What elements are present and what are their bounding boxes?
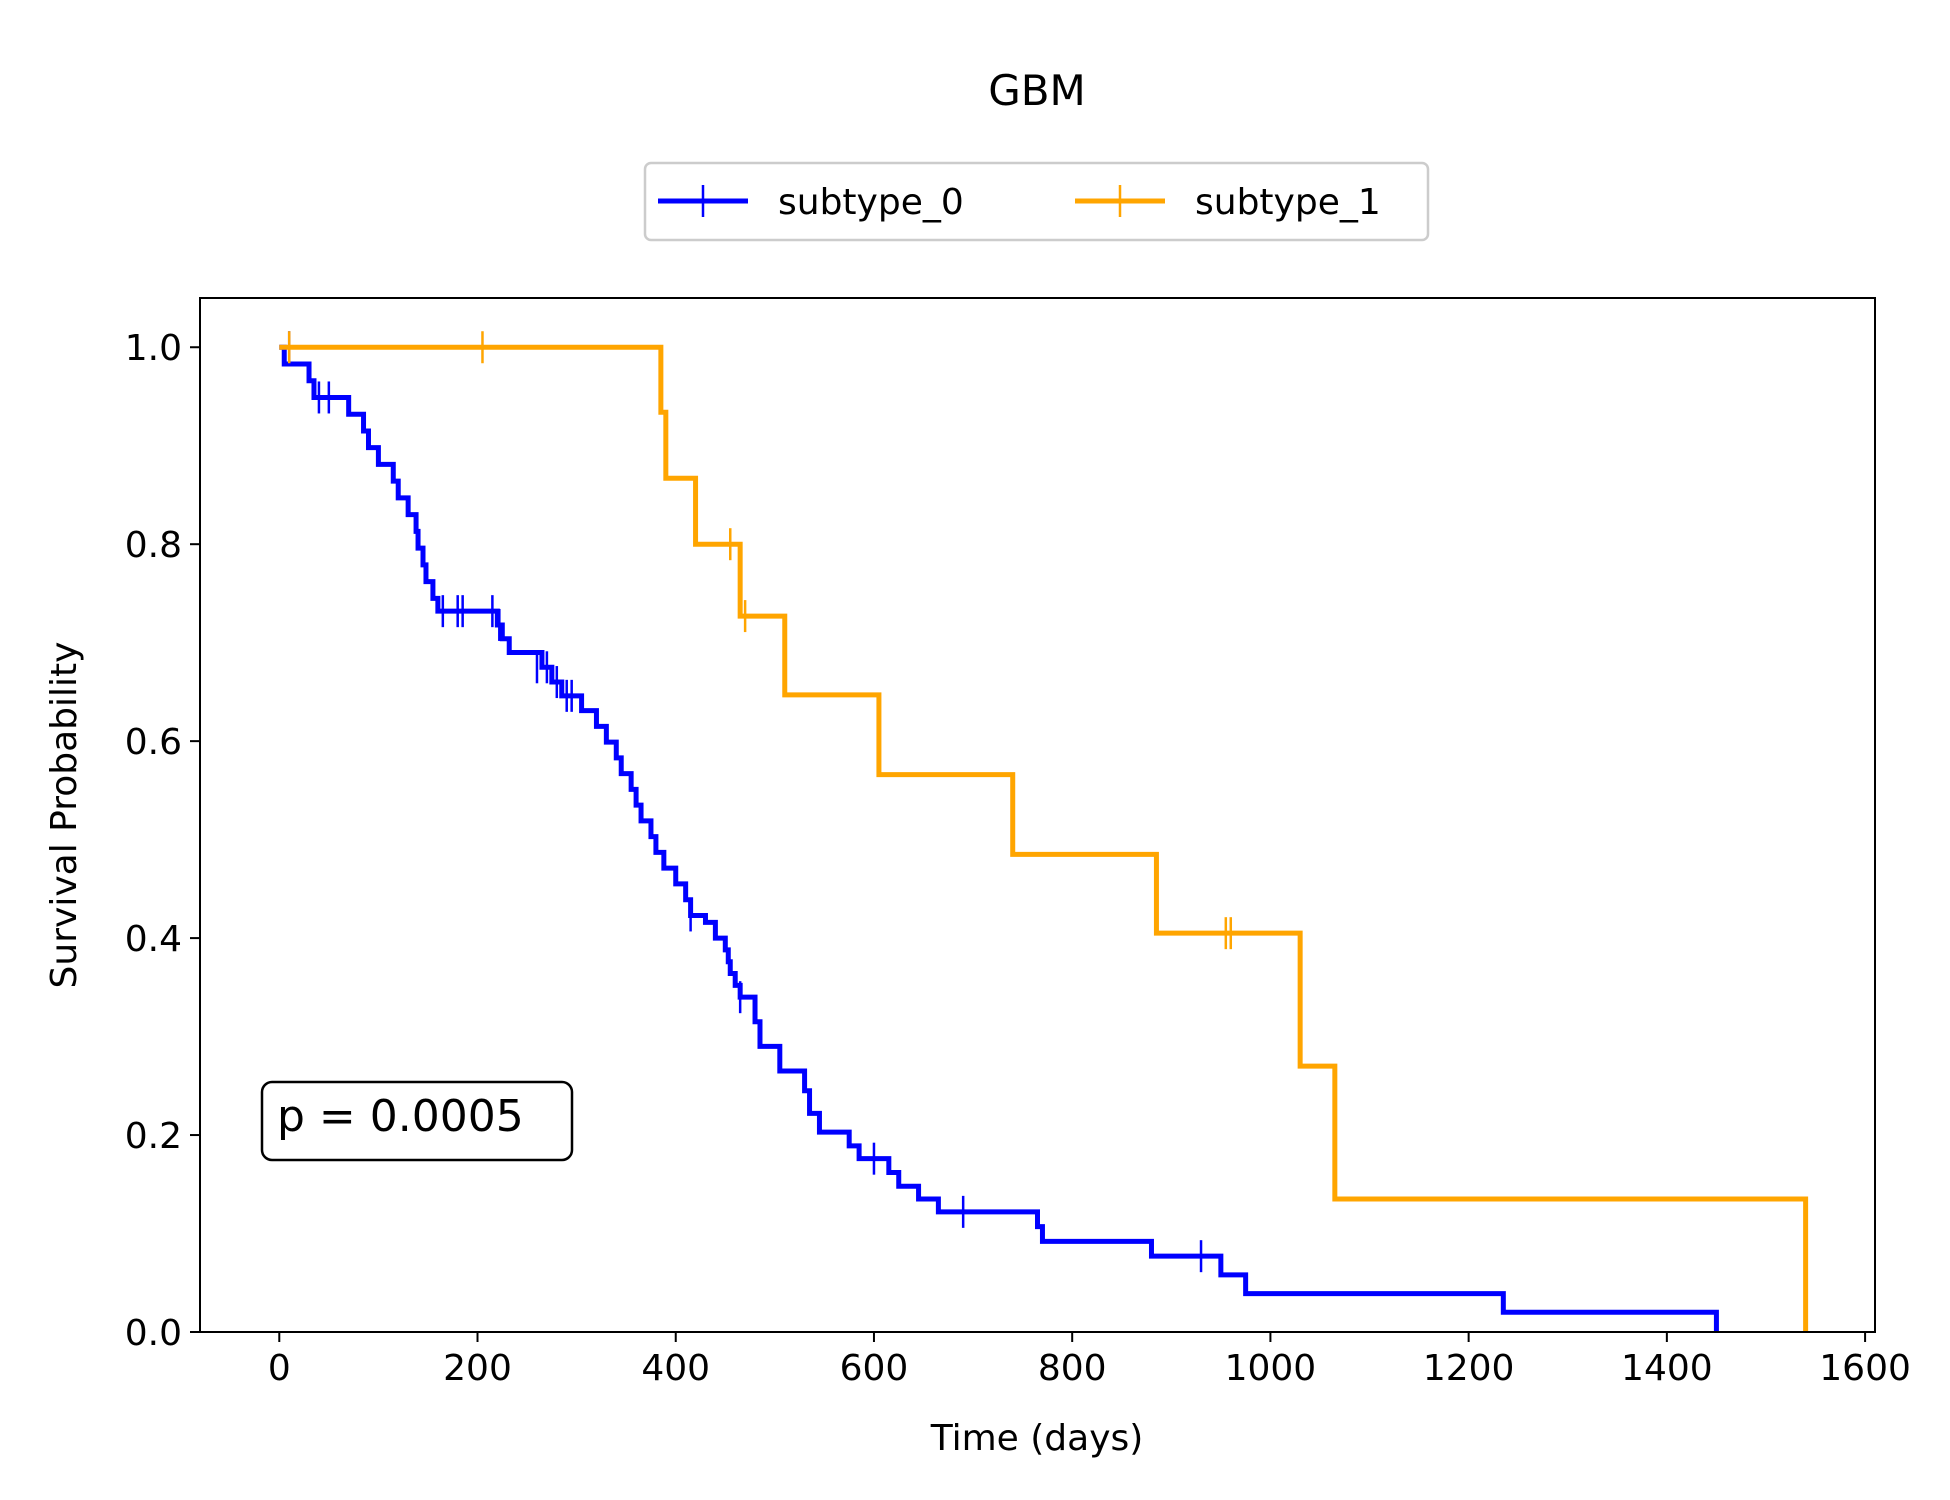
legend-label-subtype_1: subtype_1 <box>1195 182 1381 223</box>
series-line-subtype_0 <box>279 344 1719 1332</box>
x-axis-label: Time (days) <box>930 1418 1144 1459</box>
legend-frame <box>643 161 1430 242</box>
x-tick-label: 1400 <box>1621 1348 1713 1389</box>
y-tick-label: 1.0 <box>125 328 182 369</box>
x-tick-label: 400 <box>641 1348 710 1389</box>
y-tick-label: 0.4 <box>125 919 182 960</box>
x-tick-label: 600 <box>840 1348 909 1389</box>
y-tick-label: 0.6 <box>125 722 182 763</box>
x-tick-label: 1200 <box>1423 1348 1515 1389</box>
y-tick-label: 0.2 <box>125 1116 182 1157</box>
p-value-frame <box>260 1080 574 1162</box>
x-tick-label: 0 <box>268 1348 291 1389</box>
y-tick-label: 0.8 <box>125 525 182 566</box>
x-tick-label: 1000 <box>1225 1348 1317 1389</box>
y-tick-label: 0.0 <box>125 1313 182 1354</box>
y-axis-label: Survival Probability <box>44 642 85 989</box>
y-axis: 0.0 0.2 0.4 0.6 0.8 1.0 <box>125 328 200 1354</box>
x-tick-label: 200 <box>443 1348 512 1389</box>
legend-label-subtype_0: subtype_0 <box>778 182 964 223</box>
x-tick-label: 1600 <box>1819 1348 1911 1389</box>
legend: subtype_0 subtype_1 <box>643 161 1430 242</box>
chart-title: GBM <box>988 66 1086 115</box>
series-line-subtype_1 <box>279 344 1809 1332</box>
plot-area: 0 200 400 600 800 1000 1200 1400 1600 0.00.20.40… <box>125 297 1911 1389</box>
plot-frame <box>199 297 1876 1333</box>
x-tick-label: 800 <box>1038 1348 1107 1389</box>
p-value-annotation: p = 0.0005 <box>260 1080 574 1162</box>
p-value-text: p = 0.0005 <box>277 1091 524 1142</box>
x-axis: 0 200 400 600 800 1000 1200 1400 1600 <box>268 1332 1911 1389</box>
